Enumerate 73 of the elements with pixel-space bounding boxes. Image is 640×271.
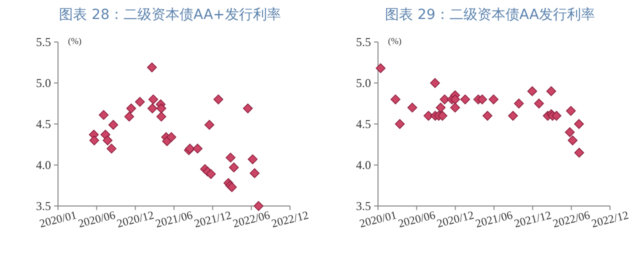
x-tick-label: 2020/06 — [77, 210, 117, 230]
point — [192, 144, 202, 154]
point — [376, 63, 386, 74]
x-tick-label: 2021/12 — [193, 210, 233, 230]
point — [102, 136, 112, 146]
y-tick-label: 5.0 — [36, 76, 51, 90]
point — [126, 104, 136, 114]
point — [552, 110, 562, 121]
y-tick-label: 4.5 — [36, 117, 51, 131]
y-tick-label: 4.0 — [356, 158, 371, 172]
point — [568, 136, 578, 146]
point — [242, 104, 253, 114]
point — [250, 168, 260, 178]
x-tick-label: 2022/12 — [270, 210, 310, 230]
point — [546, 86, 556, 96]
point — [156, 104, 166, 114]
point — [98, 110, 109, 120]
x-tick-label: 2020/06 — [397, 210, 437, 230]
point — [390, 94, 400, 104]
x-tick-label: 2020/12 — [116, 210, 156, 230]
point — [248, 154, 258, 164]
point — [156, 112, 166, 122]
point — [147, 62, 157, 72]
point — [204, 120, 214, 130]
point — [148, 94, 158, 104]
point — [226, 152, 236, 163]
point — [436, 102, 446, 112]
point — [488, 94, 498, 104]
point — [124, 112, 134, 122]
point — [89, 136, 100, 146]
y-tick-label: 4.0 — [36, 158, 51, 172]
x-tick-label: 2021/06 — [474, 210, 514, 230]
x-tick-label: 2022/12 — [590, 210, 630, 230]
point — [482, 110, 492, 121]
chart-title: 图表 28：二级资本债AA+发行利率 — [59, 7, 281, 23]
point — [574, 119, 584, 129]
x-tick-label: 2022/06 — [552, 210, 592, 230]
point — [438, 110, 448, 121]
point — [106, 144, 116, 154]
point — [440, 94, 450, 104]
point — [407, 102, 418, 112]
point — [508, 110, 518, 121]
x-tick-label: 2020/12 — [436, 210, 476, 230]
point — [254, 201, 264, 211]
point — [564, 127, 575, 138]
point — [566, 106, 576, 116]
y-axis-title: (%) — [68, 36, 82, 46]
point — [108, 120, 118, 130]
point — [450, 102, 460, 112]
point — [460, 94, 470, 104]
point — [166, 132, 176, 142]
y-tick-label: 5.5 — [36, 35, 51, 49]
point — [228, 162, 239, 172]
point — [135, 96, 145, 107]
x-tick-label: 2021/06 — [154, 210, 194, 230]
point — [147, 104, 158, 114]
point — [213, 94, 224, 104]
x-tick-label: 2022/06 — [232, 210, 272, 230]
y-axis-title: (%) — [388, 36, 402, 46]
point — [450, 94, 460, 104]
point — [534, 98, 544, 108]
point — [206, 169, 216, 179]
point — [574, 148, 584, 158]
y-tick-label: 5.0 — [356, 76, 371, 90]
y-tick-label: 4.5 — [356, 117, 371, 131]
point — [394, 119, 405, 129]
point — [477, 94, 488, 104]
point — [527, 86, 538, 96]
point — [430, 78, 440, 88]
chart-title: 图表 29：二级资本债AA发行利率 — [385, 7, 595, 23]
y-tick-label: 5.5 — [356, 35, 371, 49]
point — [514, 98, 524, 108]
x-tick-label: 2021/12 — [513, 210, 553, 230]
